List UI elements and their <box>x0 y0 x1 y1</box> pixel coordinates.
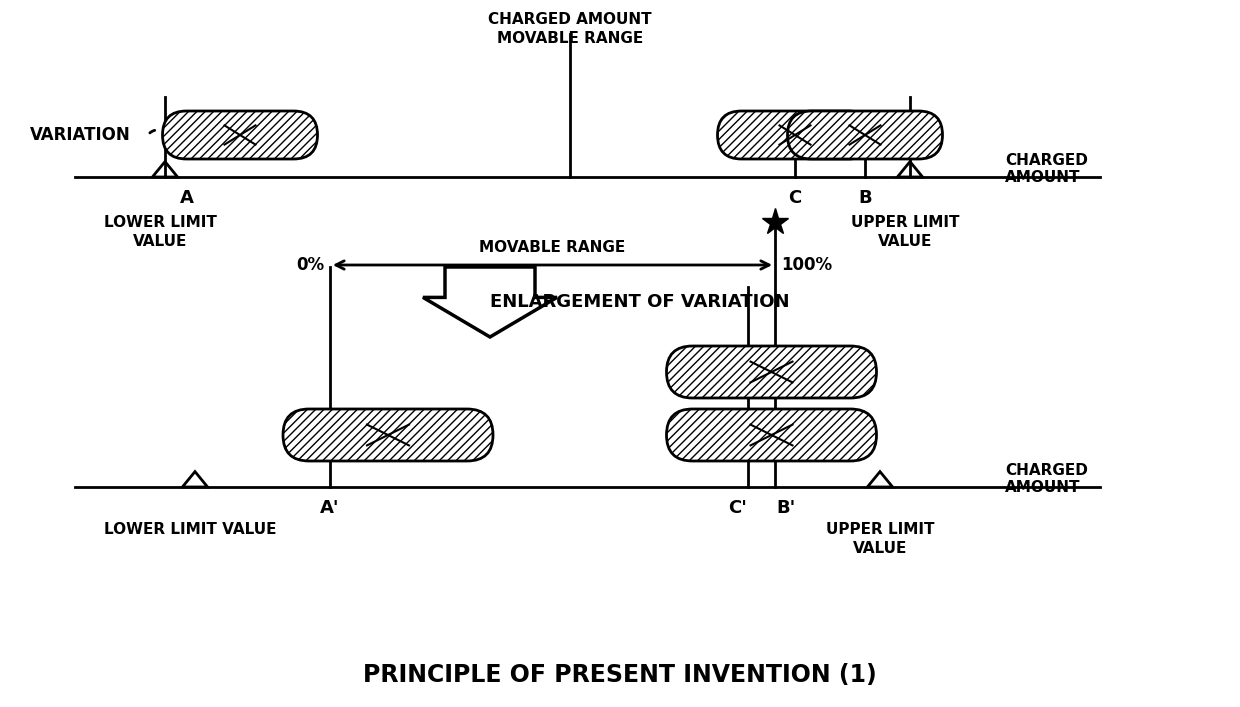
Text: VARIATION: VARIATION <box>30 126 130 144</box>
Text: LOWER LIMIT
VALUE: LOWER LIMIT VALUE <box>104 215 217 249</box>
FancyBboxPatch shape <box>162 111 317 159</box>
FancyBboxPatch shape <box>283 409 494 461</box>
Text: UPPER LIMIT
VALUE: UPPER LIMIT VALUE <box>851 215 960 249</box>
FancyBboxPatch shape <box>787 111 942 159</box>
FancyBboxPatch shape <box>667 346 877 398</box>
Text: C': C' <box>728 499 746 517</box>
Text: UPPER LIMIT
VALUE: UPPER LIMIT VALUE <box>826 522 934 556</box>
FancyBboxPatch shape <box>667 409 877 461</box>
FancyBboxPatch shape <box>718 111 873 159</box>
Text: B: B <box>858 189 872 207</box>
Text: CHARGED AMOUNT: CHARGED AMOUNT <box>489 12 652 27</box>
Text: 100%: 100% <box>781 256 832 274</box>
Text: B': B' <box>776 499 795 517</box>
Text: MOVABLE RANGE: MOVABLE RANGE <box>497 31 644 46</box>
Text: A': A' <box>320 499 340 517</box>
Polygon shape <box>423 267 557 337</box>
Text: ENLARGEMENT OF VARIATION: ENLARGEMENT OF VARIATION <box>490 293 790 311</box>
Text: CHARGED
AMOUNT: CHARGED AMOUNT <box>1004 463 1087 495</box>
Text: PRINCIPLE OF PRESENT INVENTION (1): PRINCIPLE OF PRESENT INVENTION (1) <box>363 663 877 687</box>
Text: MOVABLE RANGE: MOVABLE RANGE <box>480 240 626 255</box>
Text: A: A <box>180 189 193 207</box>
Text: 0%: 0% <box>296 256 324 274</box>
Text: C: C <box>789 189 801 207</box>
Text: CHARGED
AMOUNT: CHARGED AMOUNT <box>1004 153 1087 185</box>
Text: LOWER LIMIT VALUE: LOWER LIMIT VALUE <box>104 522 277 537</box>
FancyArrowPatch shape <box>150 130 155 133</box>
